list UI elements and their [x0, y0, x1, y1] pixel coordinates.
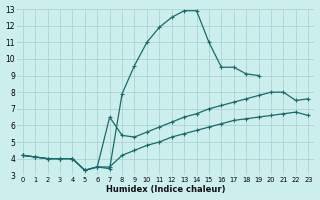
X-axis label: Humidex (Indice chaleur): Humidex (Indice chaleur) [106, 185, 225, 194]
